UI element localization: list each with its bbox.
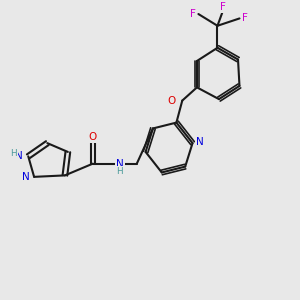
- Text: H: H: [116, 167, 123, 176]
- Text: F: F: [220, 2, 226, 12]
- Text: N: N: [15, 151, 22, 161]
- Text: H: H: [11, 149, 17, 158]
- Text: N: N: [196, 137, 204, 147]
- Text: O: O: [89, 132, 97, 142]
- Text: N: N: [22, 172, 30, 182]
- Text: F: F: [190, 9, 196, 19]
- Text: N: N: [116, 159, 124, 169]
- Text: F: F: [242, 14, 248, 23]
- Text: O: O: [168, 96, 176, 106]
